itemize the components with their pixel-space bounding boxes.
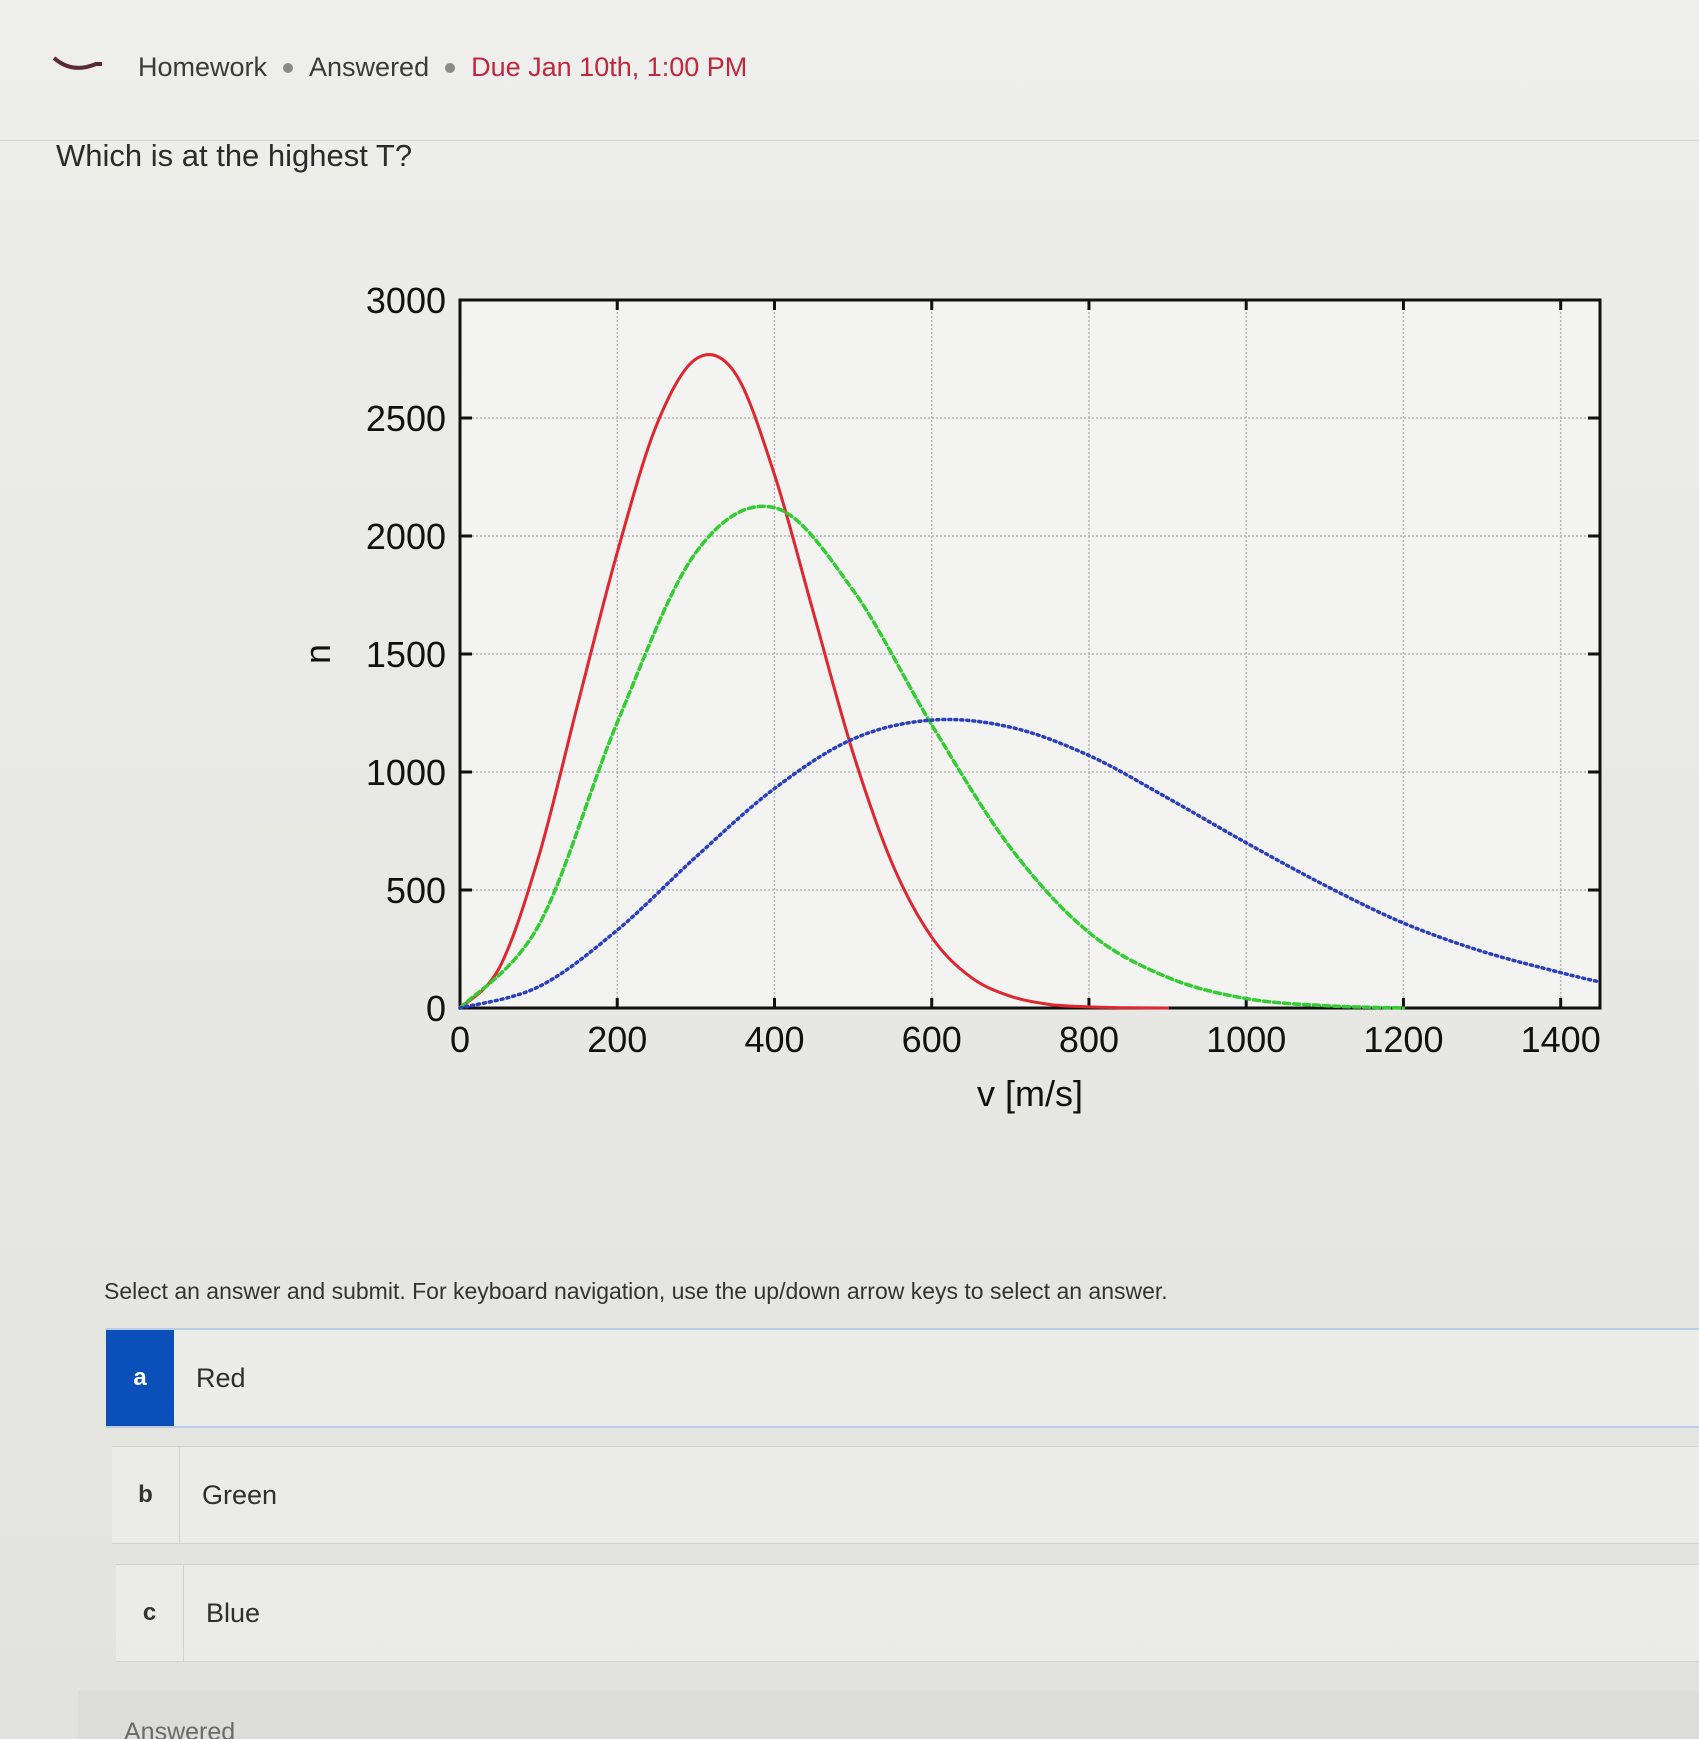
due-date: Due Jan 10th, 1:00 PM [471,52,748,82]
option-label: Green [202,1479,278,1510]
question-text: Which is at the highest T? [56,138,413,173]
y-tick-label: 2000 [366,516,446,557]
speed-distribution-chart: 0 200 400 600 800 1000 1200 1400 0 500 1000 1500 200… [297,280,1602,1114]
x-tick-label: 1200 [1363,1019,1443,1060]
x-tick-label: 1000 [1206,1019,1286,1060]
y-axis-label: n [297,644,338,664]
y-tick-label: 3000 [366,280,446,321]
x-tick-label: 400 [744,1019,804,1060]
breadcrumb-status: Answered [309,52,430,82]
separator-dot-icon [283,62,294,73]
option-letter: c [116,1565,184,1661]
answer-option-a[interactable]: a Red [106,1328,1699,1428]
x-tick-label: 800 [1059,1019,1119,1060]
series-line-blue [458,717,1602,1010]
option-letter: b [112,1447,180,1543]
series-line-red [458,353,1170,1010]
y-tick-label: 500 [386,870,446,911]
submission-panel [78,1690,1699,1739]
y-tick-label: 1000 [366,752,446,793]
x-tick-label: 600 [902,1019,962,1060]
option-label: Blue [206,1597,261,1628]
header-bar: Homework Answered Due Jan 10th, 1:00 PM [0,0,1699,141]
separator-dot-icon [445,62,456,73]
series-line-green [458,504,1406,1010]
y-tick-label: 0 [426,988,446,1029]
answer-option-b[interactable]: b Green [112,1446,1699,1544]
submission-status: Answered [124,1718,236,1739]
option-letter: a [106,1330,174,1426]
x-tick-label: 1400 [1521,1019,1601,1060]
y-tick-label: 2500 [366,398,446,439]
x-axis-label: v [m/s] [977,1073,1083,1114]
x-tick-label: 0 [450,1019,470,1060]
back-arrow-icon[interactable] [52,52,102,76]
option-label: Red [196,1362,246,1393]
y-tick-label: 1500 [366,634,446,675]
breadcrumb: Homework Answered Due Jan 10th, 1:00 PM [138,52,747,83]
breadcrumb-homework[interactable]: Homework [138,52,268,82]
x-tick-label: 200 [587,1019,647,1060]
answer-option-c[interactable]: c Blue [116,1564,1699,1662]
instructions: Select an answer and submit. For keyboar… [104,1278,1168,1304]
